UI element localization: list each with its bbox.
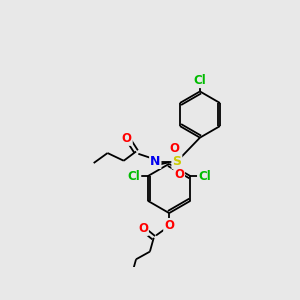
Text: O: O [169,142,179,155]
Text: S: S [172,155,181,168]
Text: Cl: Cl [198,169,211,183]
Text: N: N [150,155,160,168]
Text: O: O [138,222,148,235]
Text: O: O [122,132,132,145]
Text: Cl: Cl [128,169,140,183]
Text: O: O [164,219,174,232]
Text: Cl: Cl [194,74,206,87]
Text: O: O [174,168,184,181]
